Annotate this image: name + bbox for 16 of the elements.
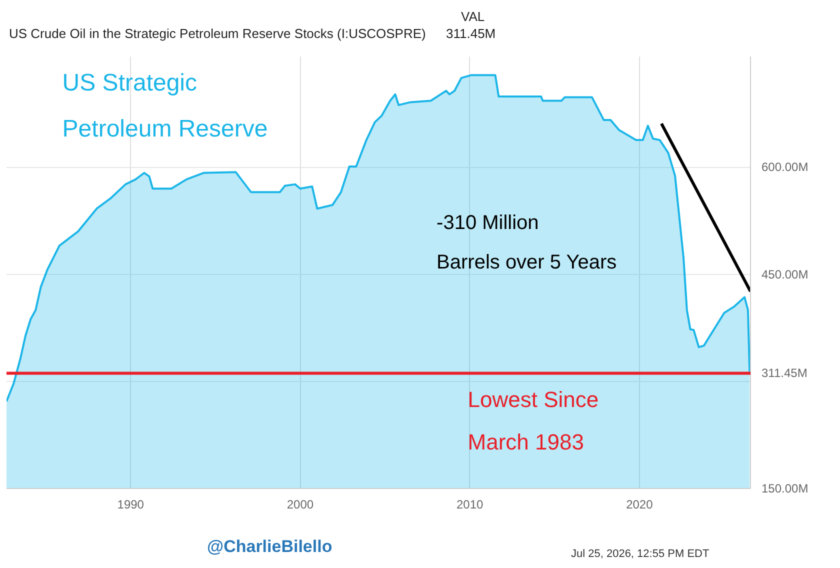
text: Jul 25, 2026, 12:55 PM EDT xyxy=(571,547,710,562)
y-tick-label: 600.00M xyxy=(762,160,808,174)
chart-title: US Crude Oil in the Strategic Petroleum Reserve Stocks (I:USCOSPRE) xyxy=(9,25,426,43)
text: 311.45M xyxy=(446,25,496,43)
x-tick-label: 2000 xyxy=(286,498,314,512)
y-tick-label: 450.00M xyxy=(762,267,808,282)
text: @CharlieBilello xyxy=(207,536,332,558)
x-tick-label: 2010 xyxy=(456,498,484,512)
data-label: 311.45M xyxy=(762,366,808,380)
text: VAL xyxy=(461,8,485,26)
ref-line-label: Lowest Since March 1983 xyxy=(468,387,599,455)
annotation: -310 Million Barrels over 5 Years xyxy=(436,212,617,274)
y-tick-label: 150.00M xyxy=(762,482,808,496)
annotation: US Strategic Petroleum Reserve xyxy=(62,69,268,142)
x-tick-label: 1990 xyxy=(117,498,144,512)
x-tick-label: 2020 xyxy=(626,498,654,512)
